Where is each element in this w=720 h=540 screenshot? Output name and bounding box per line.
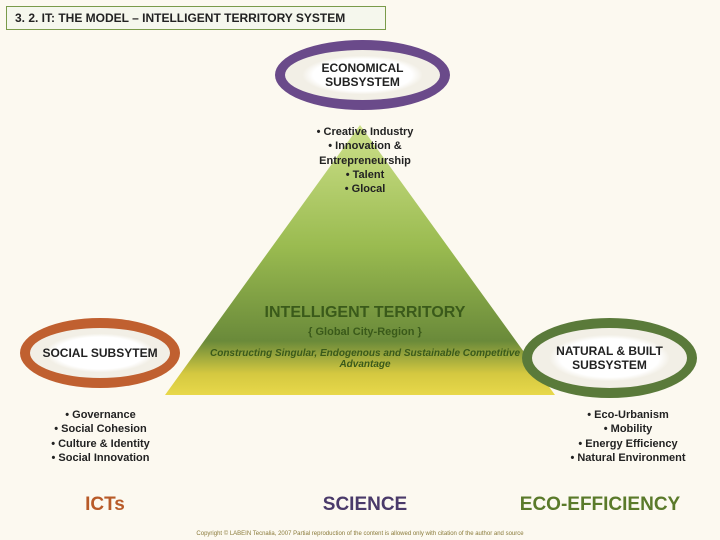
bottom-label-science: SCIENCE — [290, 494, 440, 516]
bottom-label-eco: ECO-EFFICIENCY — [495, 494, 705, 516]
bottom-label-ict: ICTs — [55, 494, 155, 516]
social-subsystem-node: SOCIAL SUBSYTEM — [20, 318, 180, 388]
natural-bullets: • Eco-Urbanism• Mobility• Energy Efficie… — [548, 408, 708, 465]
center-tagline: Constructing Singular, Endogenous and Su… — [190, 348, 540, 370]
economical-subsystem-node: ECONOMICAL SUBSYSTEM — [275, 40, 450, 110]
center-title: INTELLIGENT TERRITORY — [200, 304, 530, 322]
natural-subsystem-node: NATURAL & BUILT SUBSYSTEM — [522, 318, 697, 398]
natural-label: NATURAL & BUILT SUBSYSTEM — [532, 344, 687, 372]
copyright-text: Copyright © LABEIN Tecnalia, 2007 Partia… — [0, 531, 720, 537]
economical-bullets: • Creative Industry• Innovation & Entrep… — [295, 125, 435, 196]
center-subtitle: { Global City-Region } — [200, 326, 530, 338]
social-label: SOCIAL SUBSYTEM — [42, 346, 157, 360]
economical-label: ECONOMICAL SUBSYSTEM — [285, 61, 440, 89]
section-header: 3. 2. IT: THE MODEL – INTELLIGENT TERRIT… — [6, 6, 386, 30]
social-bullets: • Governance• Social Cohesion• Culture &… — [28, 408, 173, 465]
